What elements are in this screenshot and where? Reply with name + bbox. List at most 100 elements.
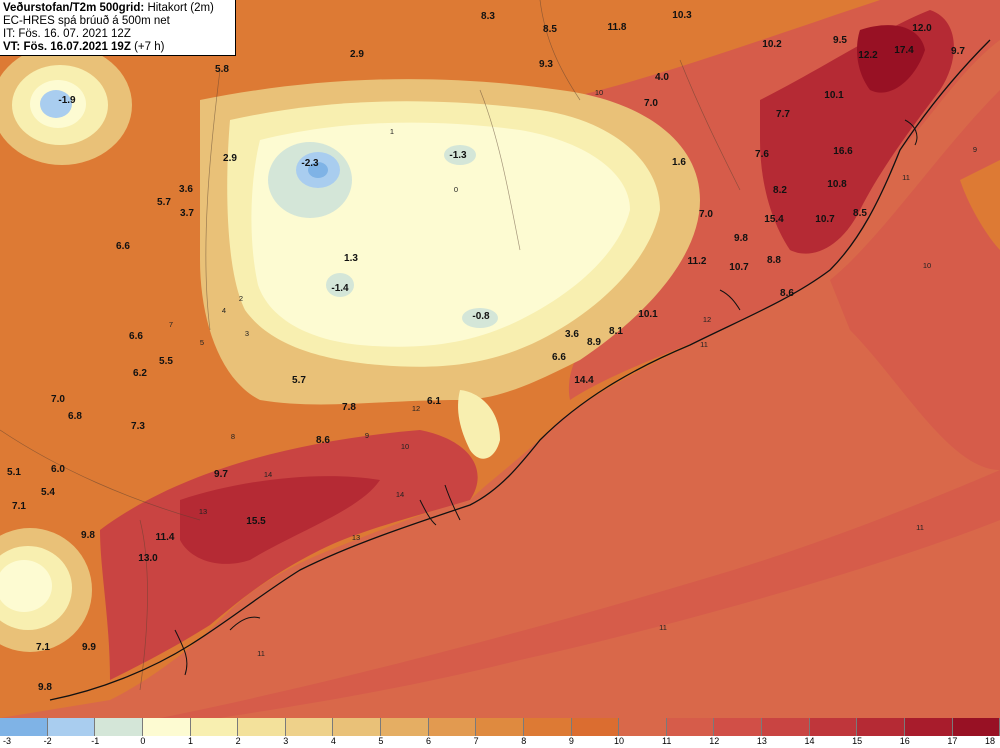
contour-level-label: 13 xyxy=(352,533,360,542)
legend-swatch xyxy=(666,718,715,736)
temperature-value-label: 7.3 xyxy=(131,421,145,432)
legend-tick-label: 5 xyxy=(378,736,384,746)
contour-level-label: 8 xyxy=(231,432,235,441)
legend-tick-label: 15 xyxy=(852,736,863,746)
map-type: Hitakort (2m) xyxy=(147,2,214,14)
temperature-value-label: 3.6 xyxy=(179,184,193,195)
temperature-value-label: 10.1 xyxy=(824,90,844,101)
temperature-value-label: 2.9 xyxy=(223,153,237,164)
temperature-value-label: 3.6 xyxy=(565,329,579,340)
legend-tick-label: 7 xyxy=(473,736,479,746)
contour-level-label: 11 xyxy=(659,623,667,632)
legend-swatch xyxy=(95,718,143,736)
temperature-value-label: 8.9 xyxy=(587,337,601,348)
nw-glacier-cold xyxy=(40,90,72,118)
south-lowland-warm xyxy=(100,430,478,680)
contour-level-label: 0 xyxy=(454,185,458,194)
legend-swatch xyxy=(714,718,762,736)
legend-swatch xyxy=(762,718,810,736)
legend-swatch xyxy=(333,718,381,736)
temperature-value-label: 7.7 xyxy=(776,109,790,120)
legend-swatch xyxy=(142,718,191,736)
model-line: EC-HRES spá brúuð á 500m net xyxy=(3,15,170,27)
legend-tick-label: 3 xyxy=(283,736,289,746)
legend-tick-label: 1 xyxy=(187,736,193,746)
temperature-value-label: 3.7 xyxy=(180,208,194,219)
temperature-value-label: 9.7 xyxy=(214,469,228,480)
temperature-value-label: 17.4 xyxy=(894,45,914,56)
temperature-value-label: 14.4 xyxy=(574,375,594,386)
sea-cool-east xyxy=(830,90,1000,470)
legend-swatch xyxy=(190,718,239,736)
temperature-value-label: 5.4 xyxy=(41,487,55,498)
legend-tick-label: -2 xyxy=(43,736,52,746)
temperature-value-label: 8.6 xyxy=(780,288,794,299)
temperature-value-label: 6.6 xyxy=(116,241,130,252)
temperature-value-label: 9.7 xyxy=(951,46,965,57)
cold-spot-se xyxy=(462,308,498,328)
boundary-lines xyxy=(0,0,741,691)
temperature-markers: -1.95.82.92.9 -2.3-1.38.38.59.311.810.310… xyxy=(7,10,965,693)
map-info-box: Veðurstofan/T2m 500grid: Hitakort (2m) E… xyxy=(0,0,236,56)
temperature-value-label: -2.3 xyxy=(301,158,319,169)
legend-swatch xyxy=(476,718,524,736)
temperature-value-label: 16.6 xyxy=(833,146,853,157)
temperature-value-label: 10.1 xyxy=(638,309,658,320)
temperature-value-label: 4.0 xyxy=(655,72,669,83)
contour-level-label: 11 xyxy=(700,340,708,349)
legend-tick-label: 0 xyxy=(140,736,146,746)
temperature-value-label: 10.7 xyxy=(815,214,835,225)
legend-tick-label: 17 xyxy=(947,736,958,746)
temperature-value-label: 10.8 xyxy=(827,179,847,190)
contour-level-label: 3 xyxy=(245,329,249,338)
legend-swatch xyxy=(523,718,572,736)
contour-level-label: 9 xyxy=(973,145,977,154)
temperature-value-label: 9.5 xyxy=(833,35,847,46)
temperature-value-label: 8.5 xyxy=(543,24,557,35)
temperature-value-label: -1.3 xyxy=(449,150,467,161)
temperature-value-label: 8.1 xyxy=(609,326,623,337)
contour-level-label: 11 xyxy=(257,649,265,658)
temperature-value-label: 2.9 xyxy=(350,49,364,60)
contour-level-label: 1 xyxy=(390,127,394,136)
temperature-value-label: 7.0 xyxy=(644,98,658,109)
temperature-value-label: 11.4 xyxy=(156,532,175,543)
contour-level-label: 5 xyxy=(200,338,204,347)
legend-tick-label: -1 xyxy=(91,736,100,746)
temperature-value-label: 1.6 xyxy=(672,157,686,168)
temperature-value-label: 5.7 xyxy=(292,375,306,386)
temperature-value-label: 1.3 xyxy=(344,253,358,264)
legend-swatches xyxy=(0,718,1000,736)
temperature-value-label: -1.9 xyxy=(58,95,76,106)
temperature-value-label: 11.2 xyxy=(688,256,707,267)
temperature-value-label: 6.0 xyxy=(51,464,65,475)
temperature-value-label: 7.1 xyxy=(36,642,50,653)
temperature-value-label: 9.8 xyxy=(81,530,95,541)
lead-time: (+7 h) xyxy=(134,41,165,53)
contour-level-label: 7 xyxy=(169,320,173,329)
temperature-value-label: 12.2 xyxy=(858,50,878,61)
temperature-value-label: 8.8 xyxy=(767,255,781,266)
init-time: IT: Fös. 16. 07. 2021 12Z xyxy=(3,28,131,40)
legend-swatch xyxy=(809,718,858,736)
coast-islands xyxy=(174,119,918,676)
temperature-value-label: 8.6 xyxy=(316,435,330,446)
temperature-value-label: 9.8 xyxy=(38,682,52,693)
contour-level-label: 10 xyxy=(401,442,409,451)
legend-tick-label: 12 xyxy=(709,736,720,746)
legend-swatch xyxy=(47,718,96,736)
temperature-value-label: 10.7 xyxy=(729,262,749,273)
contour-level-label: 11 xyxy=(902,173,910,182)
legend-swatch xyxy=(904,718,953,736)
legend-swatch xyxy=(381,718,429,736)
temperature-value-label: 7.8 xyxy=(342,402,356,413)
legend-tick-label: -3 xyxy=(2,736,12,746)
temperature-value-label: 7.0 xyxy=(699,209,713,220)
sea-east-orange xyxy=(960,160,1000,250)
temperature-value-label: 8.3 xyxy=(481,11,495,22)
legend-swatch xyxy=(857,718,905,736)
title-line: Veðurstofan/T2m 500grid: Hitakort (2m) xyxy=(3,2,232,15)
temperature-value-label: 5.8 xyxy=(215,64,229,75)
contour-level-label: 14 xyxy=(264,470,272,479)
